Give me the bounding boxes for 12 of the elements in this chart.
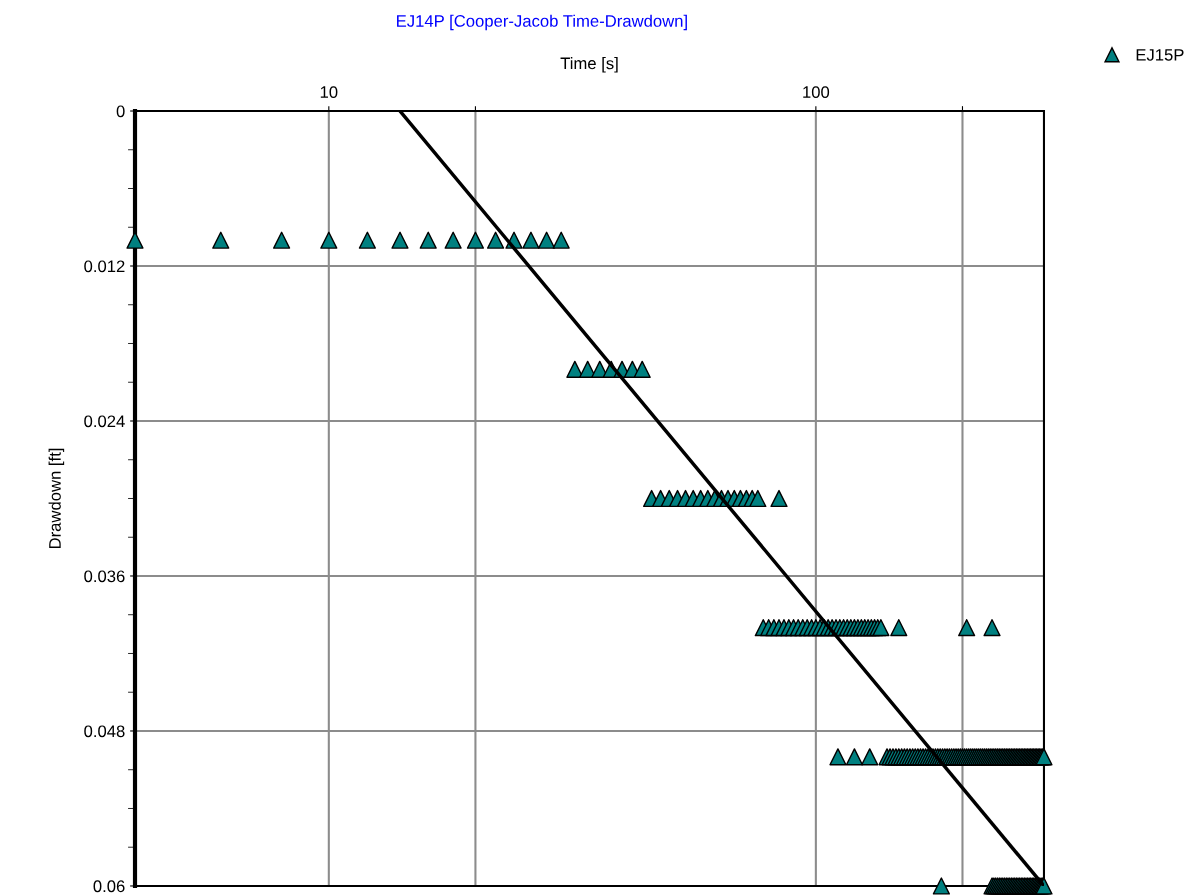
x-tick-label: 10: [320, 86, 338, 98]
y-tick-label: 0: [116, 105, 125, 118]
y-axis-title: Drawdown [ft]: [48, 448, 65, 549]
y-tick-label: 0.048: [84, 725, 125, 738]
x-tick-label: 100: [803, 86, 830, 98]
y-tick-label: 0.06: [93, 880, 125, 893]
x-axis-title: Time [s]: [560, 57, 618, 73]
y-tick-label: 0.012: [84, 260, 125, 273]
y-tick-label: 0.024: [84, 415, 125, 428]
y-tick-label: 0.036: [84, 570, 125, 583]
legend-label: EJ15P: [1136, 49, 1184, 61]
chart-title: EJ14P [Cooper-Jacob Time-Drawdown]: [397, 14, 687, 31]
